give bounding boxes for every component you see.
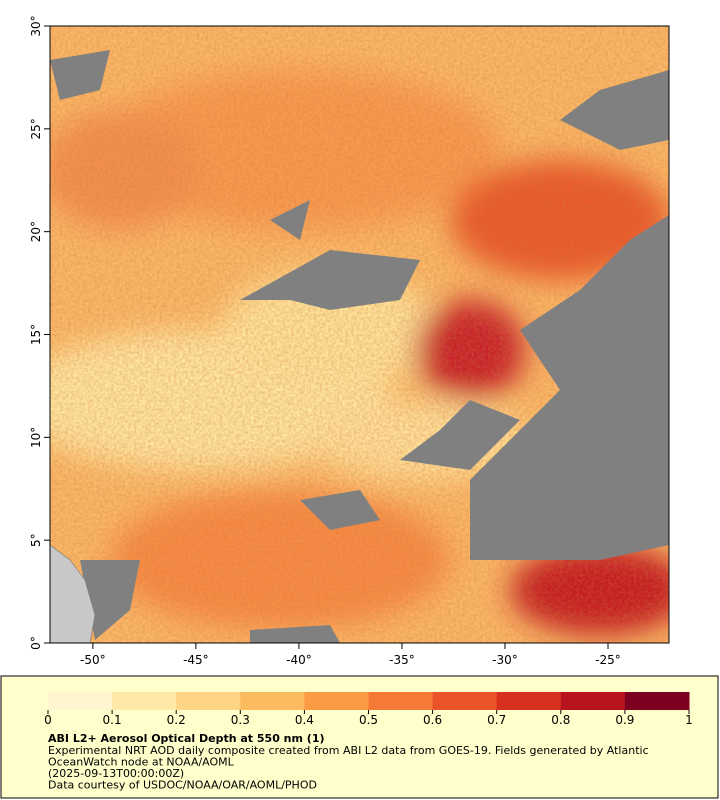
colorbar-segment [48,692,113,710]
caption-line: Data courtesy of USDOC/NOAA/OAR/AOML/PHO… [48,779,317,792]
y-tick-label: 15° [29,324,43,345]
colorbar-segment [112,692,177,710]
caption-line: Experimental NRT AOD daily composite cre… [48,744,649,757]
aod-map [50,26,669,643]
colorbar-segment [432,692,498,710]
y-tick-label: 30° [29,15,43,36]
x-tick-label: -40° [286,653,312,667]
colorbar-segment [304,692,369,710]
y-tick-label: 20° [29,221,43,242]
caption-title: ABI L2+ Aerosol Optical Depth at 550 nm … [48,732,325,745]
colorbar-segment [240,692,305,710]
colorbar-tick-label: 0.2 [167,713,186,727]
x-tick-label: -35° [389,653,415,667]
colorbar-tick-label: 0.4 [295,713,314,727]
x-tick-label: -45° [183,653,209,667]
colorbar-tick-label: 0.5 [359,713,378,727]
colorbar-segment [176,692,241,710]
caption-line: OceanWatch node at NOAA/AOML [48,756,235,769]
colorbar-tick-label: 1 [685,713,693,727]
colorbar-tick-label: 0.8 [551,713,570,727]
colorbar-segment [624,692,690,710]
colorbar-segment [496,692,562,710]
colorbar-tick-label: 0.7 [487,713,506,727]
colorbar-tick-label: 0.9 [615,713,634,727]
colorbar-segment [560,692,626,710]
x-tick-label: -50° [80,653,106,667]
colorbar-tick-label: 0.3 [231,713,250,727]
x-tick-label: -30° [492,653,518,667]
y-tick-label: 0° [29,636,43,650]
colorbar-tick-label: 0.6 [423,713,442,727]
caption-line: (2025-09-13T00:00:00Z) [48,767,184,780]
colorbar-tick-label: 0.1 [103,713,122,727]
x-tick-label: -25° [595,653,621,667]
colorbar-segment [368,692,434,710]
colorbar-tick-label: 0 [44,713,52,727]
y-tick-label: 5° [29,533,43,547]
y-tick-label: 25° [29,118,43,139]
y-tick-label: 10° [29,427,43,448]
